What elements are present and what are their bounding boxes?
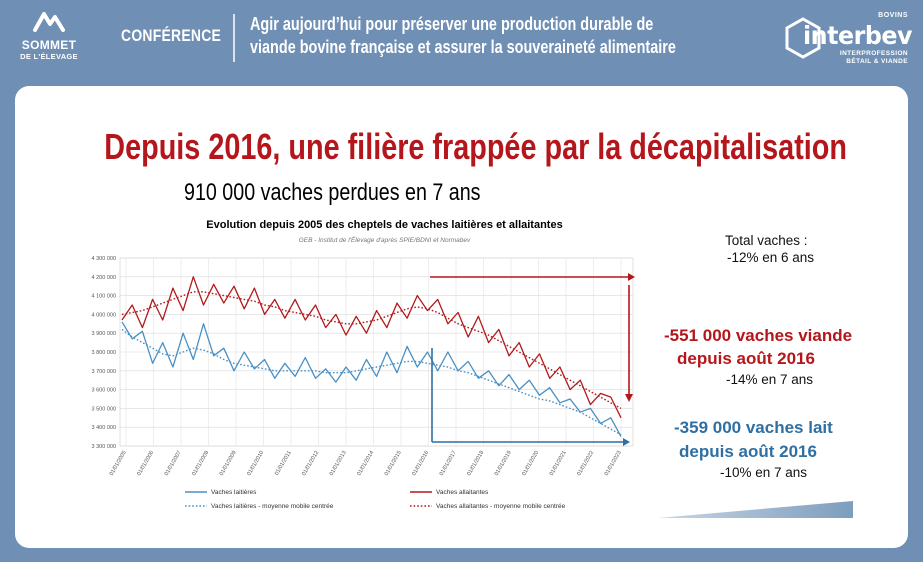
decorative-wedge: [658, 501, 853, 518]
x-tick-label: 01/01/2006: [136, 450, 155, 477]
x-tick-label: 01/01/2015: [384, 450, 403, 477]
logo-right-sub2: BÉTAIL & VIANDE: [846, 58, 908, 65]
y-tick-label: 3 800 000: [92, 350, 116, 356]
y-tick-label: 4 100 000: [92, 294, 116, 300]
y-tick-label: 3 900 000: [92, 331, 116, 337]
y-tick-label: 3 600 000: [92, 388, 116, 394]
headline-line2: viande bovine française et assurer la so…: [250, 36, 676, 57]
chart-source: GEB - Institut de l'Élevage d'après SPIE…: [299, 235, 471, 244]
logo-left-line1: SOMMET: [21, 38, 77, 52]
x-tick-label: 01/01/2012: [301, 450, 320, 477]
logo-right-word: interbev: [803, 21, 913, 50]
x-tick-label: 01/01/2014: [356, 450, 375, 477]
x-tick-label: 01/01/2016: [411, 450, 430, 477]
logo-left-line2: DE L'ÉLEVAGE: [20, 52, 78, 61]
conference-headline: Agir aujourd’hui pour préserver une prod…: [250, 12, 676, 58]
x-tick-label: 01/01/2010: [246, 450, 265, 477]
viande-line2: depuis août 2016: [677, 349, 815, 368]
series-line: [121, 291, 622, 410]
slide-card: Depuis 2016, une filière frappée par la …: [15, 86, 908, 548]
x-tick-label: 01/01/2018: [466, 450, 485, 477]
lait-line2: depuis août 2016: [679, 442, 817, 461]
y-tick-label: 3 700 000: [92, 369, 116, 375]
conference-header: SOMMET DE L'ÉLEVAGE CONFÉRENCE Agir aujo…: [0, 0, 923, 78]
sommet-elevage-logo: SOMMET DE L'ÉLEVAGE: [14, 6, 84, 72]
mountain-logo-icon: [33, 12, 65, 32]
series-line: [121, 321, 622, 437]
logo-right-top: BOVINS: [878, 12, 908, 19]
lait-pct: -10% en 7 ans: [720, 465, 808, 480]
section-label: CONFÉRENCE: [121, 26, 222, 45]
chart-title: Evolution depuis 2005 des cheptels de va…: [206, 219, 562, 231]
interbev-logo: BOVINS interbev INTERPROFESSION BÉTAIL &…: [783, 12, 912, 67]
headline-line1: Agir aujourd’hui pour préserver une prod…: [250, 13, 654, 34]
series-line: [121, 276, 622, 419]
legend-label: Vaches laitières - moyenne mobile centré…: [211, 503, 334, 510]
red-arrowhead-down: [625, 394, 633, 402]
x-tick-label: 01/01/2021: [549, 450, 568, 477]
x-tick-label: 01/01/2017: [439, 450, 458, 477]
x-tick-label: 01/01/2009: [219, 450, 238, 477]
y-tick-label: 3 400 000: [92, 425, 116, 431]
legend-label: Vaches allaitantes: [436, 489, 489, 496]
y-tick-label: 4 000 000: [92, 312, 116, 318]
slide-subtitle: 910 000 vaches perdues en 7 ans: [184, 179, 481, 206]
header-divider: [233, 14, 235, 62]
viande-pct: -14% en 7 ans: [726, 372, 814, 387]
hexagon-icon: [785, 17, 821, 59]
x-tick-label: 01/01/2022: [576, 450, 595, 477]
total-value: -12% en 6 ans: [727, 250, 815, 265]
y-tick-label: 4 300 000: [92, 256, 116, 262]
y-tick-label: 3 300 000: [92, 444, 116, 450]
viande-line1: -551 000 vaches viande: [664, 326, 853, 345]
legend-label: Vaches allaitantes - moyenne mobile cent…: [436, 503, 566, 510]
legend-label: Vaches laitières: [211, 489, 257, 496]
x-tick-label: 01/01/2013: [329, 450, 348, 477]
lait-line1: -359 000 vaches lait: [674, 418, 833, 437]
blue-arrowhead-right: [623, 438, 630, 446]
x-tick-label: 01/01/2019: [494, 450, 513, 477]
x-tick-label: 01/01/2005: [109, 450, 128, 477]
x-tick-label: 01/01/2008: [191, 450, 210, 477]
x-tick-label: 01/01/2007: [164, 450, 183, 477]
logo-right-sub1: INTERPROFESSION: [839, 50, 908, 57]
herd-evolution-chart: Evolution depuis 2005 des cheptels de va…: [92, 219, 635, 510]
y-tick-label: 4 200 000: [92, 275, 116, 281]
x-tick-label: 01/01/2020: [521, 450, 540, 477]
red-arrowhead-right: [628, 273, 635, 281]
x-tick-label: 01/01/2023: [604, 450, 623, 477]
y-tick-label: 3 500 000: [92, 406, 116, 412]
x-tick-label: 01/01/2011: [274, 450, 293, 476]
total-label: Total vaches :: [725, 233, 808, 248]
slide-title: Depuis 2016, une filière frappée par la …: [104, 126, 847, 167]
